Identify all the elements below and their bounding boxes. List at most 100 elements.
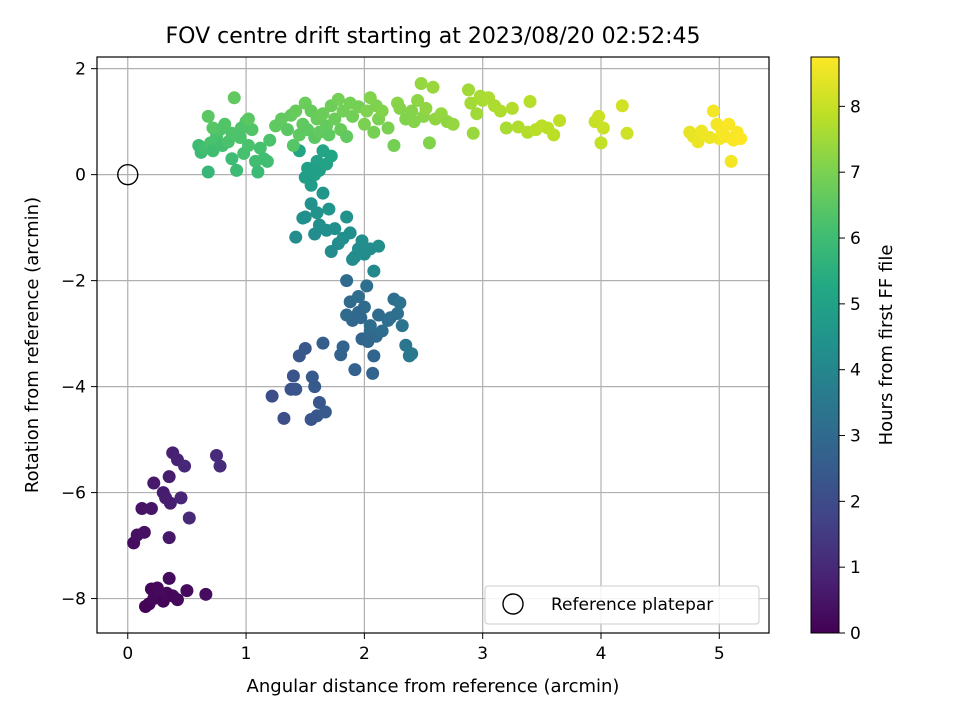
plot-frame (96, 56, 770, 634)
colorbar-gradient (810, 56, 840, 634)
y-tick-label: −2 (61, 272, 86, 292)
x-tick-label: 4 (596, 644, 607, 664)
data-point (180, 584, 194, 598)
data-point (225, 152, 239, 166)
data-point (405, 347, 419, 361)
data-point (366, 366, 380, 380)
data-point (206, 144, 220, 158)
data-point (706, 104, 720, 118)
data-point (523, 95, 537, 109)
data-point (298, 210, 312, 224)
data-point (547, 128, 561, 142)
data-point (414, 76, 428, 90)
data-point (340, 308, 354, 322)
colorbar-tick-label: 6 (850, 229, 861, 249)
legend-box (484, 585, 760, 625)
data-point (348, 363, 362, 377)
data-point (316, 336, 330, 350)
data-point (328, 112, 342, 126)
data-point (383, 311, 397, 325)
data-point (596, 121, 610, 135)
data-point (159, 491, 173, 505)
data-point (375, 104, 389, 118)
data-point (135, 501, 149, 515)
data-point (505, 101, 519, 115)
data-point (499, 121, 513, 135)
data-point (461, 83, 475, 97)
data-point (615, 99, 629, 113)
colorbar-tick-label: 0 (850, 624, 861, 644)
data-point (355, 234, 369, 248)
data-point (308, 380, 322, 394)
data-point (289, 230, 303, 244)
data-point (251, 165, 265, 179)
colorbar-tick-label: 5 (850, 295, 861, 315)
data-point (722, 117, 736, 131)
data-point (289, 104, 303, 118)
y-tick-label: −8 (61, 590, 86, 610)
data-point (724, 154, 738, 168)
data-point (298, 341, 312, 355)
data-point (346, 109, 360, 123)
data-point (144, 501, 158, 515)
data-point (340, 274, 354, 288)
data-point (241, 112, 255, 126)
colorbar-tick-label: 8 (850, 97, 861, 117)
y-tick-label: −6 (61, 484, 86, 504)
data-point (178, 459, 192, 473)
colorbar: 0 1 2 3 4 5 6 7 8 Hours from first FF file (810, 56, 897, 644)
y-tick-label: 0 (75, 166, 86, 186)
reference-marker (117, 163, 139, 186)
x-tick-label: 0 (122, 644, 133, 664)
data-point (137, 525, 151, 539)
data-point (464, 96, 478, 110)
data-point (316, 107, 330, 121)
data-point (245, 123, 259, 137)
data-point (230, 163, 244, 177)
data-point (289, 382, 303, 396)
data-point (470, 107, 484, 121)
data-point (553, 114, 567, 128)
data-point (691, 135, 705, 149)
data-point (395, 319, 409, 333)
legend-label: Reference platepar (551, 595, 713, 615)
data-point (343, 226, 357, 240)
data-point (312, 395, 326, 409)
data-point (227, 91, 241, 105)
data-point (174, 491, 188, 505)
data-point (372, 239, 386, 253)
data-point (372, 308, 386, 322)
data-point (466, 126, 480, 140)
x-axis-ticks: 0 1 2 3 4 5 (122, 633, 725, 664)
data-point (162, 531, 176, 545)
colorbar-label: Hours from first FF file (876, 245, 897, 446)
data-point (340, 129, 354, 143)
data-point (218, 117, 232, 131)
data-point (310, 206, 324, 220)
x-tick-label: 2 (359, 644, 370, 664)
data-point (592, 109, 606, 123)
x-tick-label: 5 (714, 644, 725, 664)
data-point (367, 125, 381, 139)
data-point (426, 80, 440, 94)
data-point (316, 186, 330, 200)
data-point (407, 115, 421, 129)
colorbar-tick-label: 4 (850, 361, 861, 381)
data-point (182, 511, 196, 525)
data-point (318, 405, 332, 419)
data-point (360, 104, 374, 118)
data-point (511, 120, 525, 134)
data-point (336, 340, 350, 354)
data-point (695, 124, 709, 138)
data-point (147, 476, 161, 490)
data-point (393, 296, 407, 310)
data-point (260, 154, 274, 168)
data-point (241, 138, 255, 152)
data-point (734, 132, 748, 146)
x-tick-label: 3 (477, 644, 488, 664)
y-axis-label: Rotation from reference (arcmin) (22, 197, 43, 493)
data-point (170, 593, 184, 607)
data-point (367, 349, 381, 363)
data-point (594, 136, 608, 150)
data-point (162, 470, 176, 484)
